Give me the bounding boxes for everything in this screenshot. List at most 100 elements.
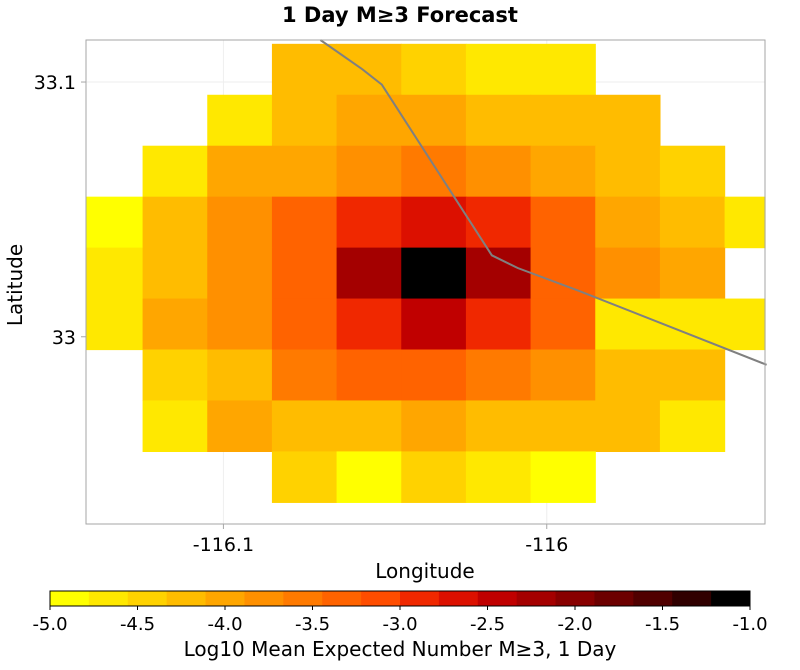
heatmap-cell: [207, 400, 273, 452]
colorbar-ticks: -5.0 -4.5 -4.0 -3.5 -3.0 -2.5 -2.0 -1.5 -1.0: [32, 606, 768, 635]
heatmap-cell: [724, 196, 766, 249]
heatmap-cell: [336, 451, 402, 503]
colorbar-swatch: [555, 591, 595, 606]
heatmap-cell: [271, 298, 338, 351]
colorbar-tick-label: -3.5: [295, 614, 330, 635]
heatmap-cell: [465, 298, 532, 351]
colorbar-swatch: [477, 591, 518, 606]
colorbar-swatch: [127, 591, 168, 606]
heatmap-cell: [465, 196, 532, 249]
heatmap-cell: [271, 145, 338, 198]
heatmap-cell: [336, 349, 402, 402]
heatmap-cell: [271, 400, 338, 452]
colorbar-swatch: [322, 591, 362, 606]
heatmap-cell: [465, 349, 532, 402]
heatmap-cell: [530, 145, 596, 198]
colorbar-tick-label: -2.0: [557, 614, 592, 635]
heatmap-cell: [465, 247, 532, 300]
heatmap-cell: [724, 298, 766, 351]
heatmap-cell: [465, 451, 532, 503]
heatmap-cell: [465, 400, 532, 452]
heatmap-cell: [271, 43, 338, 96]
heatmap-cell: [401, 400, 467, 452]
fault-trace-line: [319, 39, 767, 366]
heatmap-cell: [336, 43, 402, 96]
colorbar-swatch: [244, 591, 284, 606]
heatmap-cell: [271, 349, 338, 402]
heatmap-cell: [336, 298, 402, 351]
heatmap-cell: [530, 451, 596, 503]
heatmap-cell: [207, 94, 273, 147]
heatmap-cell: [465, 145, 532, 198]
heatmap-cell: [142, 247, 208, 300]
heatmap-cell: [530, 196, 596, 249]
colorbar-swatch: [633, 591, 673, 606]
heatmap-cell: [530, 43, 596, 96]
colorbar-swatch: [205, 591, 245, 606]
heatmap-cell: [401, 145, 467, 198]
heatmap-cell: [207, 196, 273, 249]
heatmap-cell: [271, 196, 338, 249]
heatmap-cell: [401, 349, 467, 402]
heatmap-cell: [142, 349, 208, 402]
heatmap-cell: [142, 400, 208, 452]
heatmap-cell: [86, 196, 144, 249]
heatmap-cell: [530, 298, 596, 351]
colorbar-label: Log10 Mean Expected Number M≥3, 1 Day: [184, 637, 617, 661]
heatmap-cell: [401, 43, 467, 96]
colorbar-tick-label: -3.0: [382, 614, 417, 635]
colorbar: [49, 590, 751, 607]
heatmap-cell: [530, 247, 596, 300]
heatmap-cell: [86, 247, 144, 300]
heatmap-cell: [207, 298, 273, 351]
colorbar-tick-label: -4.0: [207, 614, 242, 635]
colorbar-swatch: [283, 591, 323, 606]
heatmap-cell: [142, 196, 208, 249]
y-axis-ticks: 33 33.1: [34, 72, 86, 349]
x-tick-label: -116.1: [193, 534, 254, 556]
heatmap-cell: [595, 349, 661, 402]
colorbar-swatch: [711, 591, 751, 606]
chart-title: 1 Day M≥3 Forecast: [282, 3, 518, 27]
colorbar-swatch: [88, 591, 129, 606]
heatmap-cell: [207, 349, 273, 402]
heatmap-cell: [336, 196, 402, 249]
heatmap-cell: [595, 247, 661, 300]
x-tick-label: -116: [525, 534, 568, 556]
heatmap-cell: [659, 349, 726, 402]
heatmap-cell: [530, 94, 596, 147]
colorbar-swatch: [166, 591, 207, 606]
x-axis-label: Longitude: [375, 559, 474, 583]
heatmap-cell: [530, 400, 596, 452]
plot-frame: [85, 39, 766, 525]
heatmap-cell: [595, 94, 661, 147]
heatmap-cell: [336, 400, 402, 452]
heatmap-cell: [401, 196, 467, 249]
heatmap-cell: [401, 94, 467, 147]
heatmap-cell: [595, 400, 661, 452]
heatmap-cell: [530, 349, 596, 402]
colorbar-tick-label: -5.0: [32, 614, 67, 635]
heatmap-cell: [401, 451, 467, 503]
y-axis-label: Latitude: [3, 244, 27, 326]
colorbar-swatch: [516, 591, 557, 606]
heatmap-cell: [207, 247, 273, 300]
colorbar-swatch: [361, 591, 401, 606]
heatmap-cell: [336, 145, 402, 198]
y-tick-label: 33.1: [34, 72, 76, 94]
heatmap-cell: [659, 247, 726, 300]
colorbar-swatch: [50, 591, 90, 606]
heatmap-cell: [271, 247, 338, 300]
heatmap-cell: [659, 298, 726, 351]
colorbar-tick-label: -1.0: [732, 614, 767, 635]
x-axis-ticks: -116.1 -116: [193, 524, 568, 556]
heatmap-cell: [271, 451, 338, 503]
colorbar-swatch: [594, 591, 634, 606]
colorbar-tick-label: -4.5: [120, 614, 155, 635]
colorbar-swatch: [438, 591, 479, 606]
heatmap-cell: [659, 400, 726, 452]
heatmap-cell: [659, 196, 726, 249]
heatmap-cell: [271, 94, 338, 147]
heatmap-cell: [207, 145, 273, 198]
heatmap-cell: [142, 145, 208, 198]
